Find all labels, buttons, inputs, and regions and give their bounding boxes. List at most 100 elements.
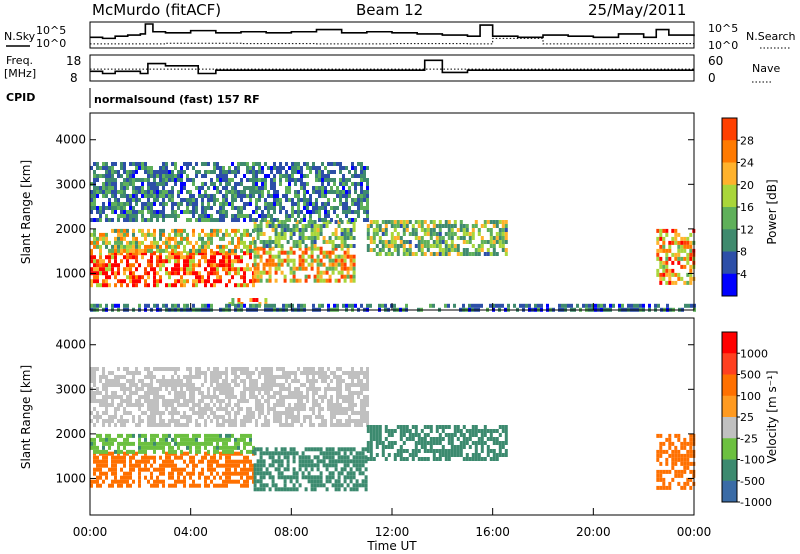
range-cell (246, 479, 249, 484)
range-cell (228, 449, 231, 454)
range-cell (150, 471, 153, 476)
range-cell (183, 244, 186, 249)
range-cell (372, 220, 376, 224)
range-cell (108, 433, 111, 438)
range-cell (264, 186, 267, 190)
range-cell (294, 395, 297, 399)
range-cell (318, 214, 321, 218)
range-cell (249, 411, 252, 415)
range-cell (243, 423, 246, 427)
range-cell (120, 387, 123, 391)
range-cell (261, 407, 264, 411)
range-cell (271, 455, 275, 460)
range-cell (186, 190, 189, 194)
range-cell (228, 240, 231, 245)
range-cell (345, 194, 348, 198)
range-cell (216, 423, 219, 427)
range-cell (117, 232, 120, 237)
range-cell (255, 210, 258, 214)
range-cell (265, 471, 269, 476)
range-cell (471, 236, 475, 240)
range-cell (361, 479, 365, 484)
range-cell (456, 453, 460, 457)
range-cell (393, 228, 397, 232)
range-cell (456, 228, 460, 232)
range-cell (111, 255, 114, 260)
range-cell (267, 391, 270, 395)
freq-label-2: [MHz] (4, 67, 36, 80)
range-cell (144, 236, 147, 241)
range-cell (204, 251, 207, 256)
range-cell (219, 455, 222, 460)
range-cell (249, 248, 252, 253)
range-cell (243, 271, 246, 276)
range-cell (228, 170, 231, 174)
range-cell (492, 224, 496, 228)
range-cell (447, 425, 451, 429)
range-cell (354, 375, 357, 379)
time-axis-label: Time UT (366, 539, 417, 553)
range-cell (99, 375, 102, 379)
range-cell (120, 240, 123, 245)
range-cell (153, 467, 156, 472)
range-cell (201, 228, 204, 233)
range-cell (674, 256, 678, 261)
range-cell (207, 279, 210, 284)
range-cell (301, 475, 305, 480)
range-cell (201, 186, 204, 190)
range-cell (441, 453, 445, 457)
range-cell (609, 303, 612, 308)
range-cell (222, 202, 225, 206)
range-cell (210, 471, 213, 476)
range-cell (171, 387, 174, 391)
range-cell (277, 487, 281, 492)
range-cell (268, 487, 272, 492)
range-cell (132, 419, 135, 423)
range-cell (334, 467, 338, 472)
range-cell (420, 441, 424, 445)
range-cell (144, 166, 147, 170)
range-cell (237, 236, 240, 241)
range-cell (138, 399, 141, 403)
range-cell (659, 453, 663, 458)
range-cell (462, 228, 466, 232)
range-cell (132, 283, 135, 288)
range-cell (162, 479, 165, 484)
range-cell (114, 463, 117, 468)
range-cell (201, 182, 204, 186)
range-cell (310, 224, 314, 228)
range-cell (243, 367, 246, 371)
range-cell (366, 248, 370, 252)
range-cell (307, 274, 311, 279)
range-cell (366, 395, 369, 399)
range-cell (295, 451, 299, 456)
range-cell (340, 244, 344, 248)
range-cell (204, 190, 207, 194)
range-cell (492, 453, 496, 457)
range-cell (132, 275, 135, 280)
velocity-colorbar-tick-label: 25 (740, 411, 754, 424)
range-cell (219, 251, 222, 256)
range-cell (144, 437, 147, 442)
range-cell (334, 266, 338, 271)
range-cell (339, 202, 342, 206)
range-cell (270, 303, 273, 308)
range-cell (399, 240, 403, 244)
range-cell (253, 246, 257, 251)
range-cell (135, 423, 138, 427)
range-cell (132, 210, 135, 214)
range-cell (123, 267, 126, 272)
range-cell (255, 395, 258, 399)
range-cell (93, 371, 96, 375)
range-cell (126, 174, 129, 178)
range-cell (198, 483, 201, 488)
range-cell (363, 371, 366, 375)
range-cell (180, 449, 183, 454)
range-cell (156, 283, 159, 288)
range-cell (252, 387, 255, 391)
range-cell (453, 232, 457, 236)
range-cell (558, 303, 561, 308)
range-cell (99, 483, 102, 488)
range-cell (468, 252, 472, 256)
range-cell (393, 303, 396, 308)
